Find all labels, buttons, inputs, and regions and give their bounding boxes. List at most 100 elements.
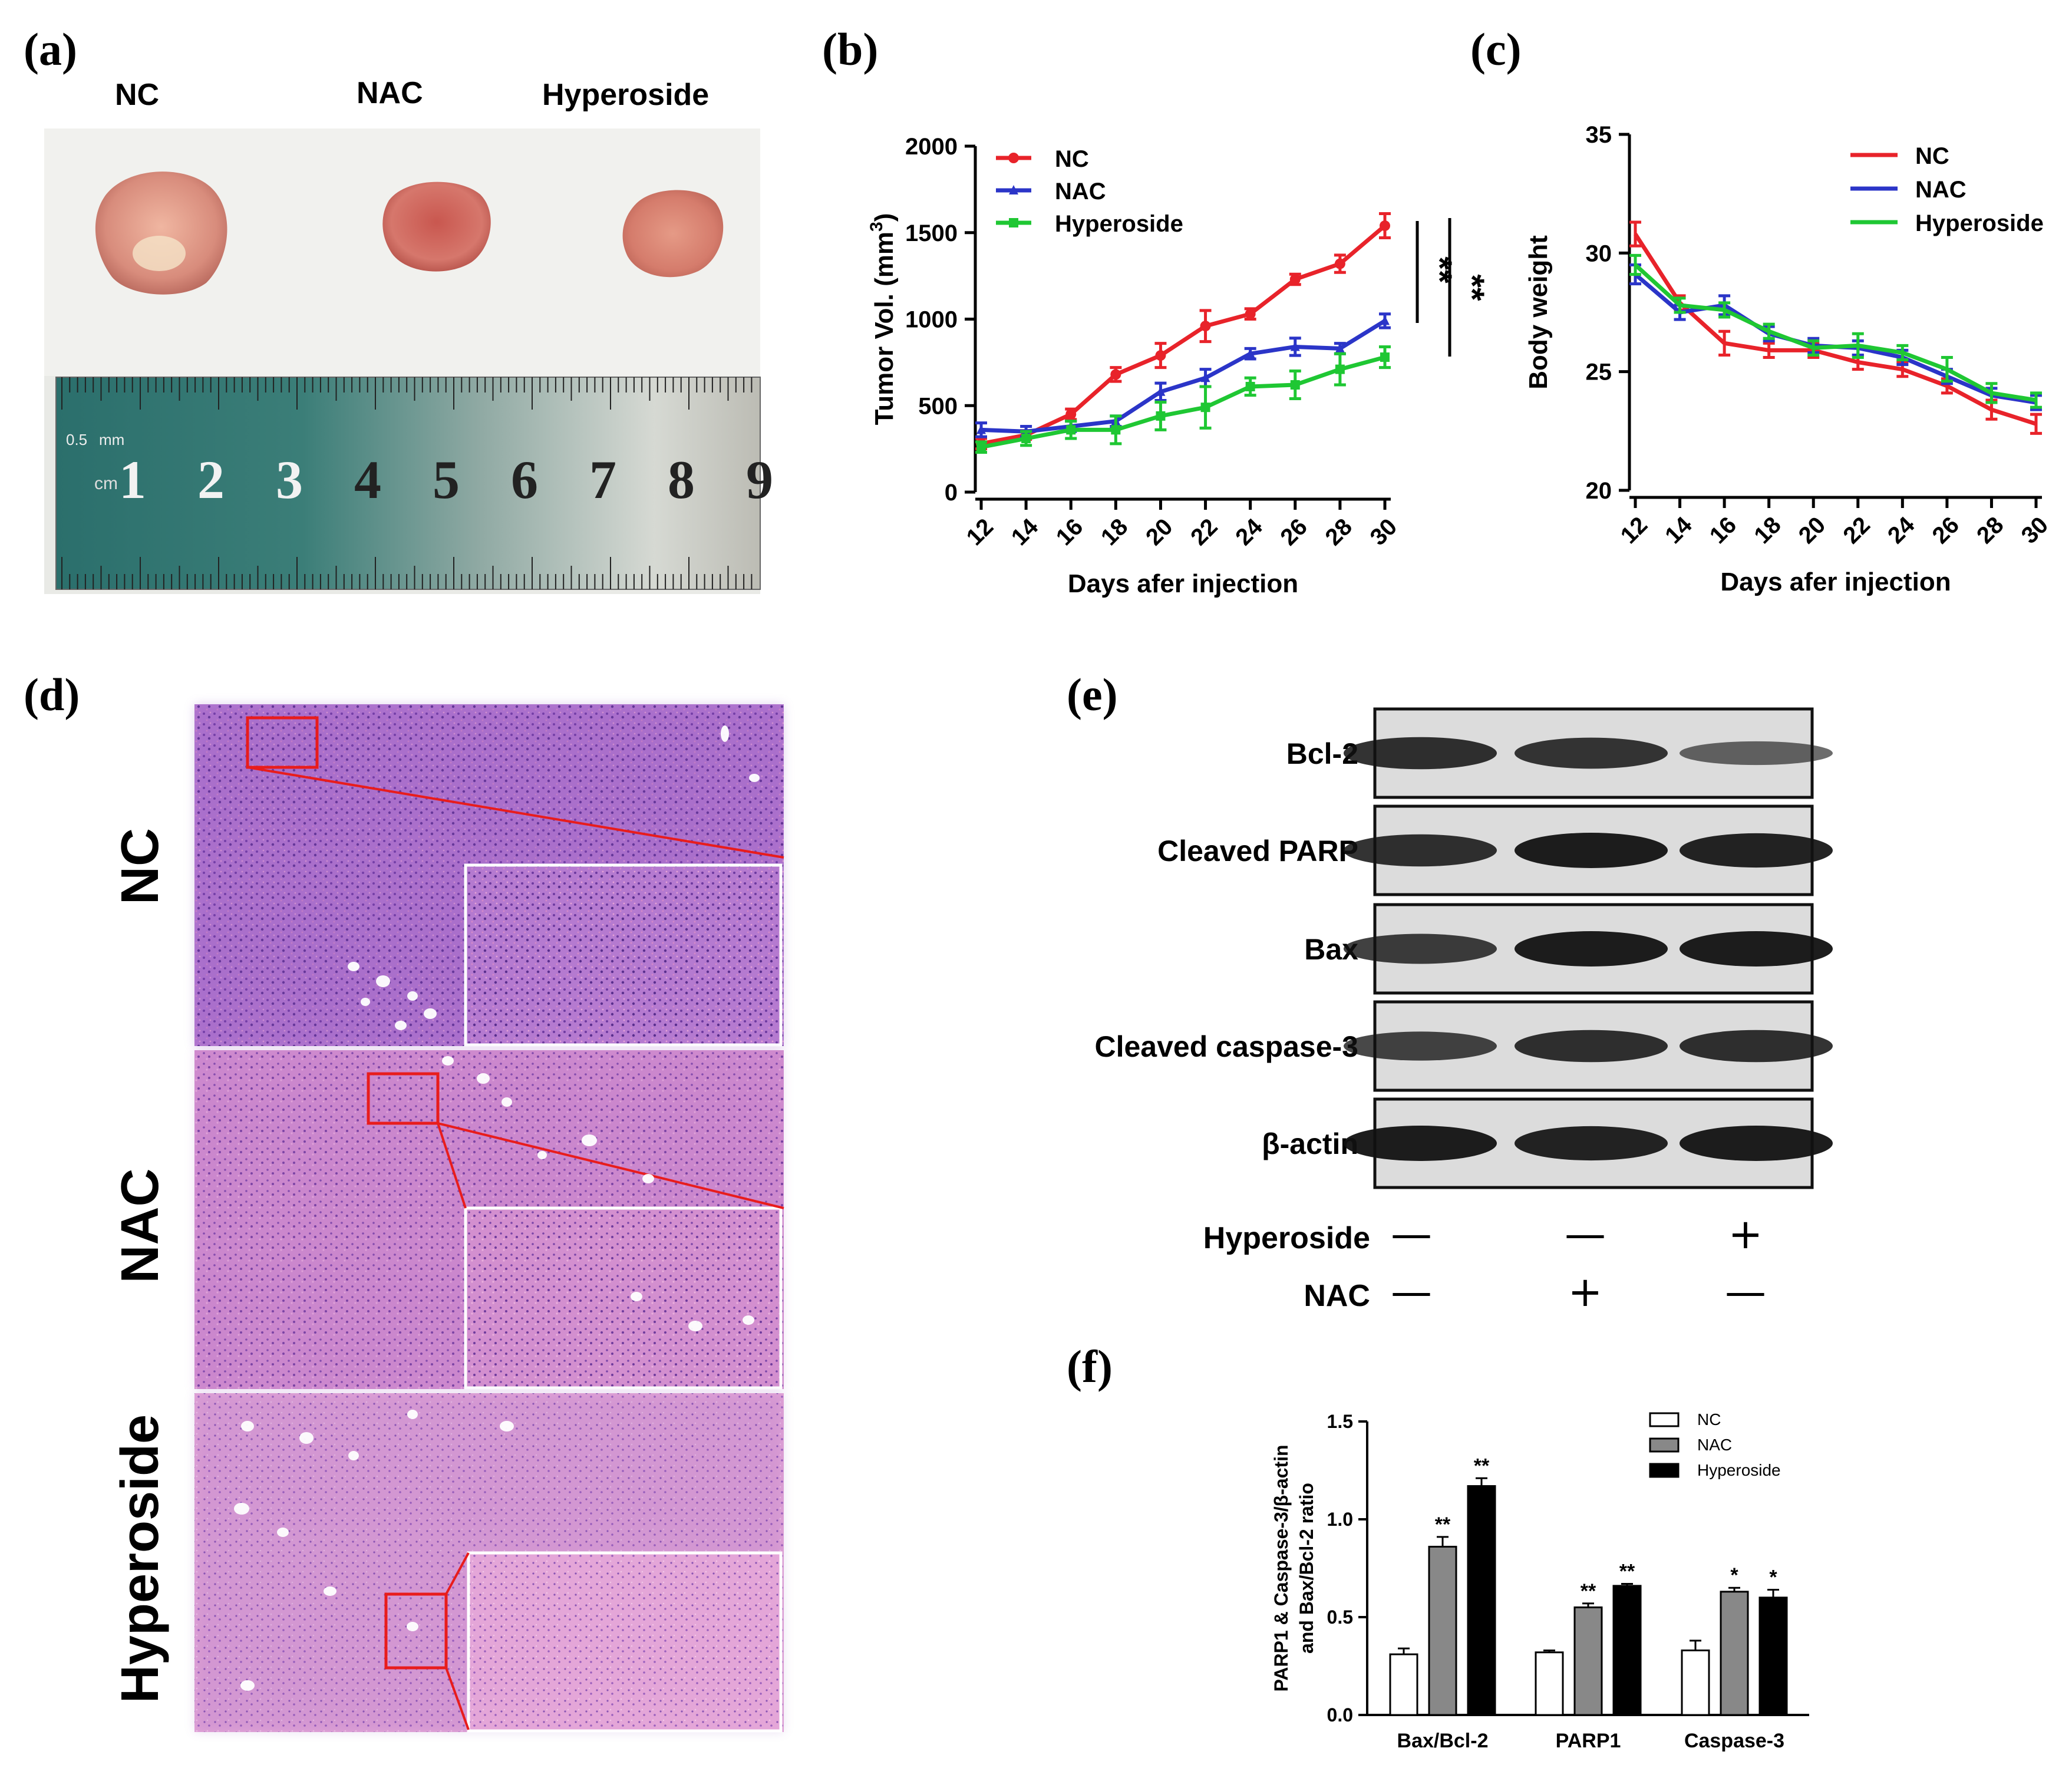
data-point bbox=[976, 424, 986, 434]
significance-mark: ** bbox=[1581, 1580, 1596, 1602]
ruler-unit-half: 0.5 bbox=[66, 431, 87, 448]
data-point bbox=[1380, 220, 1390, 232]
x-tick-label: 26 bbox=[1927, 512, 1964, 549]
blot-band bbox=[1680, 1030, 1833, 1063]
y-tick-label: 1500 bbox=[905, 220, 958, 246]
bar-hyperoside bbox=[1467, 1485, 1496, 1716]
legend-label: Hyperoside bbox=[1697, 1461, 1781, 1479]
y-axis-label: Tumor Vol. (mm3) bbox=[867, 213, 899, 425]
ruler-digit: 4 bbox=[354, 450, 381, 510]
x-tick-label: 14 bbox=[1007, 513, 1044, 550]
photo-label-nc: NC bbox=[115, 78, 159, 112]
ruler-digit: 2 bbox=[197, 450, 225, 510]
photo-label-hyperoside: Hyperoside bbox=[542, 78, 709, 112]
treatment-label: Hyperoside bbox=[1203, 1221, 1370, 1255]
tumor-hyperoside bbox=[622, 190, 724, 278]
x-tick-label: 14 bbox=[1660, 512, 1697, 549]
ruler-digit: 6 bbox=[511, 450, 538, 510]
y-tick-label: 30 bbox=[1586, 240, 1612, 266]
blot-band bbox=[1344, 1031, 1497, 1061]
y-tick-label: 1.0 bbox=[1327, 1509, 1353, 1530]
panel-c-letter: (c) bbox=[1470, 24, 1522, 75]
legend-marker bbox=[1009, 218, 1018, 227]
legend-marker bbox=[1008, 153, 1019, 163]
histology-nac bbox=[194, 1050, 784, 1390]
blot-band bbox=[1344, 834, 1497, 867]
series-line-hyperoside bbox=[1634, 263, 2037, 403]
panel-f-letter: (f) bbox=[1067, 1341, 1113, 1392]
data-point bbox=[1335, 364, 1345, 374]
blot-band bbox=[1680, 1126, 1833, 1161]
legend-swatch bbox=[1649, 1437, 1680, 1453]
data-point bbox=[1200, 403, 1210, 413]
x-category-label: Bax/Bcl-2 bbox=[1397, 1730, 1489, 1752]
bar-hyperoside bbox=[1758, 1597, 1788, 1716]
x-tick-label: 12 bbox=[1616, 512, 1653, 549]
data-point bbox=[1245, 381, 1255, 391]
panel-e-letter: (e) bbox=[1067, 669, 1118, 720]
x-tick-label: 26 bbox=[1275, 514, 1312, 551]
blot-band bbox=[1515, 737, 1668, 769]
significance-mark: ** bbox=[1474, 1454, 1490, 1477]
data-point bbox=[1155, 350, 1166, 361]
treatment-sign: + bbox=[1728, 1210, 1763, 1258]
series-line-nac bbox=[981, 319, 1386, 434]
data-point bbox=[1380, 315, 1390, 325]
data-point bbox=[1066, 425, 1076, 435]
panel-f: (f) 0.0 0.5 1.0 1.5 PARP1 & Caspase-3/β-acti… bbox=[1067, 1341, 1809, 1752]
data-point bbox=[1245, 348, 1255, 358]
y-tick-label: 0 bbox=[945, 480, 958, 506]
blot-band bbox=[1515, 833, 1668, 868]
significance-mark: ** bbox=[1619, 1561, 1635, 1583]
treatment-sign: — bbox=[1565, 1210, 1606, 1258]
data-point bbox=[1111, 425, 1121, 435]
data-point bbox=[1110, 369, 1121, 380]
zoom-box-nc bbox=[246, 716, 319, 769]
y-axis-label-line1: PARP1 & Caspase-3/β-actin bbox=[1271, 1444, 1292, 1691]
histology-nc bbox=[194, 704, 784, 1047]
data-point bbox=[1334, 258, 1345, 269]
tumor-nac bbox=[382, 182, 491, 272]
data-point bbox=[1380, 352, 1390, 362]
bar-nac bbox=[1720, 1591, 1749, 1716]
treatment-sign: — bbox=[1391, 1210, 1432, 1258]
blot-band bbox=[1680, 931, 1833, 967]
bar-nc bbox=[1535, 1651, 1564, 1716]
blot-band bbox=[1680, 833, 1833, 868]
legend-label: NAC bbox=[1915, 177, 1967, 203]
x-tick-label: 18 bbox=[1096, 514, 1133, 551]
significance-mark: * bbox=[1769, 1566, 1777, 1589]
legend-label: Hyperoside bbox=[1055, 211, 1183, 237]
series-line-nc bbox=[981, 224, 1387, 446]
treatment-sign: + bbox=[1568, 1268, 1603, 1316]
histology-hyperoside bbox=[194, 1393, 784, 1733]
y-tick-label: 0.0 bbox=[1327, 1704, 1353, 1726]
treatment-sign: — bbox=[1725, 1268, 1766, 1316]
photo-label-nac: NAC bbox=[357, 76, 423, 110]
series-line-nc bbox=[1634, 233, 2037, 426]
y-tick-label: 1.5 bbox=[1327, 1411, 1353, 1432]
y-axis-label: Body weight bbox=[1524, 235, 1553, 390]
panel-b: (b) 0 500 1000 1500 2000 12 14 16 18 20 22 24 26 28 30… bbox=[822, 24, 1491, 598]
data-point bbox=[1200, 321, 1211, 332]
zoom-box-nac bbox=[367, 1072, 440, 1125]
x-tick-label: 18 bbox=[1749, 512, 1786, 549]
significance-mark: ** bbox=[1420, 256, 1459, 283]
tumor-nc bbox=[95, 171, 227, 295]
x-tick-label: 16 bbox=[1051, 514, 1088, 551]
blot-band bbox=[1515, 1126, 1668, 1161]
blot-band bbox=[1680, 741, 1833, 766]
bar-nc bbox=[1681, 1649, 1710, 1716]
ruler-digit: 7 bbox=[589, 450, 616, 510]
panel-b-letter: (b) bbox=[822, 24, 878, 75]
x-tick-label: 16 bbox=[1705, 512, 1742, 549]
histology-row-label-nac: NAC bbox=[111, 1169, 170, 1284]
legend-swatch bbox=[1649, 1412, 1680, 1427]
ruler-digit: 1 bbox=[119, 450, 146, 510]
x-tick-label: 20 bbox=[1794, 512, 1831, 549]
panel-a-letter: (a) bbox=[24, 24, 77, 75]
histology-row-label-hyperoside: Hyperoside bbox=[111, 1414, 170, 1703]
